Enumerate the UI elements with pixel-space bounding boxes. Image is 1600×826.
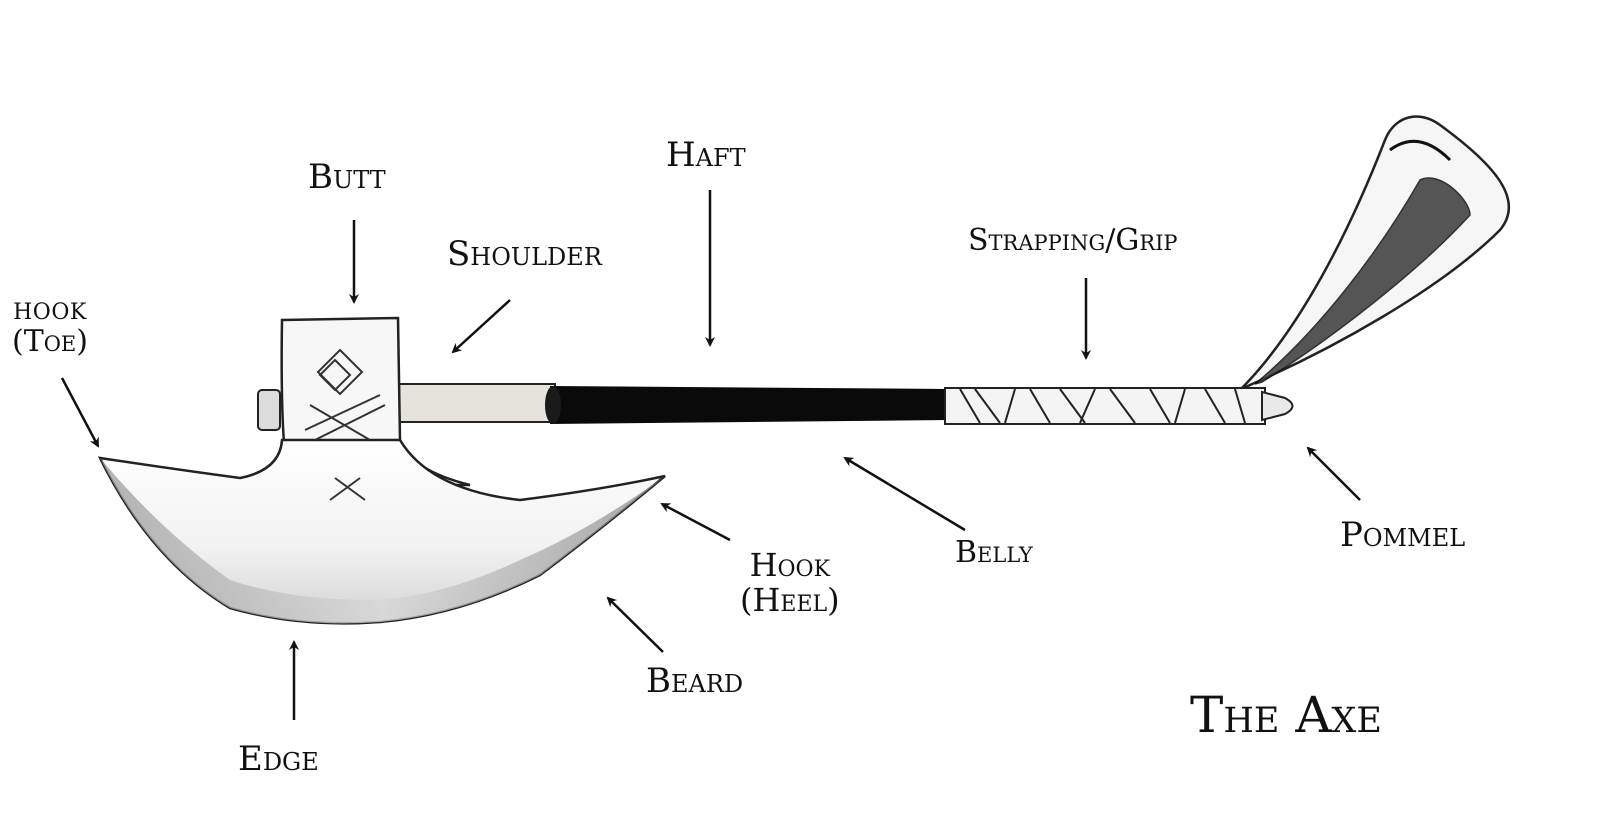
arrow-pommel: [1306, 446, 1361, 501]
label-edge: Edge: [238, 739, 319, 779]
arrow-beard: [606, 596, 664, 653]
label-belly: Belly: [955, 535, 1033, 570]
grip-wraps: [959, 388, 1246, 424]
label-butt: Butt: [308, 157, 386, 197]
label-hook-toe-line2: (Toe): [12, 324, 88, 360]
arrow-hook-toe: [60, 377, 100, 448]
arrow-hook-heel: [660, 502, 731, 542]
label-hook-toe: HOOK (Toe): [12, 300, 88, 360]
label-strapping-grip: Strapping/Grip: [968, 223, 1178, 258]
haft: [389, 383, 1294, 425]
axe-head: [97, 316, 666, 625]
label-pommel: Pommel: [1340, 515, 1466, 555]
label-beard: Beard: [646, 661, 744, 701]
label-shoulder: Shoulder: [447, 234, 602, 274]
label-hook-heel-line1: Hook: [749, 546, 831, 584]
label-hook-heel-line2: (Heel): [740, 581, 840, 620]
arrow-shoulder: [451, 299, 511, 354]
label-haft: Haft: [666, 135, 746, 175]
label-hook-toe-line1: HOOK: [13, 300, 87, 325]
arrow-belly: [843, 456, 966, 532]
rune-marks: [304, 348, 386, 501]
label-hook-heel: Hook (Heel): [740, 546, 840, 620]
strap-loop: [1239, 115, 1511, 392]
pointer-arrows: [60, 190, 1361, 720]
diagram-title: The Axe: [1190, 686, 1382, 744]
